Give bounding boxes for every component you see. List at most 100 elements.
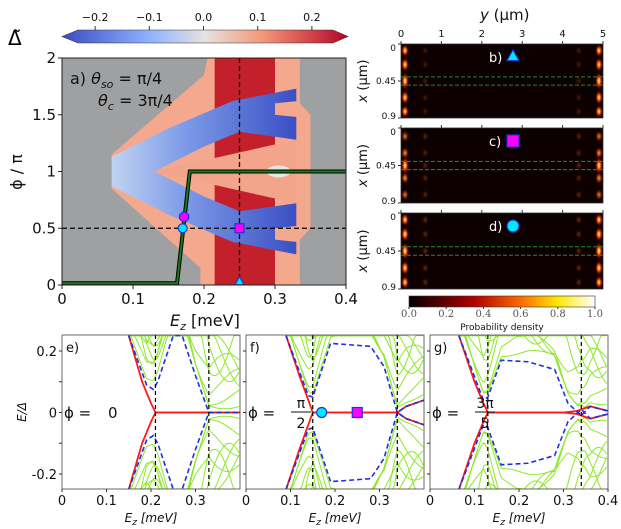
spectrum-panel-g: g) ϕ = 3π 5 0 0.1 0.2 0.3 0.4 Ez [meV]	[426, 334, 619, 528]
spectrum-panel-label: g)	[434, 341, 447, 356]
density-secondary-peak	[421, 148, 430, 158]
delta-colorbar-tick-label: 0.0	[195, 11, 213, 24]
panel-a-annotation-line1: a) θso = π/4	[70, 69, 162, 91]
density-peak	[594, 104, 603, 118]
y-tick-label: -0.2	[32, 468, 57, 483]
bulk-band-line	[458, 441, 608, 489]
density-secondary-peak	[421, 277, 430, 288]
probability-colorbar-bar	[408, 295, 596, 308]
bulk-band-line	[128, 335, 240, 410]
marker-circle	[506, 219, 520, 233]
probability-colorbar-tick-label: 0.0	[401, 309, 417, 320]
delta-colorbar-tick-label: −0.1	[136, 11, 163, 24]
x-tick-label: 0.1	[121, 290, 145, 308]
x-tick-label: 0.1	[280, 494, 301, 509]
spectrum-panel-xlabel: Ez [meV]	[125, 511, 178, 528]
bulk-band-line	[128, 442, 240, 489]
y-tick-label: 0.9	[382, 197, 397, 207]
density-peak	[594, 213, 603, 227]
bulk-band-line	[458, 335, 607, 376]
density-peak	[401, 242, 410, 260]
marker-square	[234, 223, 245, 234]
density-secondary-peak	[421, 131, 430, 142]
wavefunction-panel-ylabel: x (μm)	[356, 60, 371, 104]
density-peak	[594, 226, 603, 242]
lowest-state-red-line	[127, 411, 240, 489]
panel-a-ylabel: ϕ / π	[7, 154, 26, 190]
density-secondary-peak	[421, 45, 430, 56]
heatmap-negative-region-lower	[111, 171, 297, 255]
delta-colorbar: Δ̃ −0.2 −0.1 0.0 0.1 0.2	[8, 11, 349, 50]
y-tick-label: 1.5	[32, 106, 56, 124]
bulk-band-line	[286, 449, 424, 489]
x-tick-label: 0.2	[509, 494, 530, 509]
top-x-tick-label: 1	[438, 29, 444, 40]
y-tick-label: 0	[390, 128, 396, 138]
y-tick-label: 0	[49, 407, 57, 422]
density-secondary-peak	[574, 229, 583, 240]
spectrum-panel-xlabel: Ez [meV]	[309, 511, 362, 528]
probability-colorbar-tick-label: 0.6	[513, 309, 529, 320]
lowest-state-red-line	[285, 335, 424, 414]
wavefunction-top-label: y (μm)	[479, 6, 530, 24]
bulk-band-line	[458, 452, 608, 489]
delta-colorbar-tick-label: −0.2	[82, 11, 109, 24]
density-secondary-peak	[421, 189, 430, 200]
panel-a: 0 0.1 0.2 0.3 0.4 0 0.5 1 1.5 2 a) θso = π/4 θc =…	[7, 49, 358, 333]
phase-label: ϕ = 0	[64, 404, 118, 422]
density-peak	[401, 275, 410, 289]
bulk-band-line	[128, 415, 240, 489]
phase-label-lhs: ϕ =	[432, 404, 459, 422]
x-tick-label: 0.1	[96, 494, 117, 509]
spectrum-panel-label: e)	[66, 341, 79, 356]
spectrum-ylabel: E/Δ	[15, 402, 29, 422]
density-peak	[401, 171, 410, 185]
x-tick-label: 0.3	[553, 494, 574, 509]
wavefunction-panel-label: d)	[489, 220, 502, 235]
gap-edge-blue-dashed-line	[128, 411, 240, 489]
density-peak	[594, 188, 603, 201]
density-secondary-peak	[574, 160, 583, 171]
density-secondary-peak	[574, 214, 583, 225]
x-tick-label: 0.2	[192, 290, 216, 308]
x-tick-label: 0.4	[598, 494, 619, 509]
density-secondary-peak	[421, 106, 430, 117]
spectrum-panel-e: e)ϕ = 00 0.1 0.2 0.3Ez [meV]-0.200.2E/Δ	[15, 334, 241, 528]
wavefunction-panel-ylabel: x (μm)	[356, 230, 371, 274]
delta-colorbar-bar	[61, 29, 349, 44]
density-secondary-peak	[574, 277, 583, 288]
density-peak	[401, 90, 410, 105]
density-secondary-peak	[421, 262, 430, 273]
x-tick-label: 0	[426, 494, 434, 509]
density-background	[401, 128, 603, 203]
density-secondary-peak	[421, 76, 430, 86]
density-peak	[594, 72, 603, 90]
marker-circle	[316, 406, 328, 419]
density-secondary-peak	[574, 76, 583, 86]
gap-edge-blue-dashed-line	[285, 399, 424, 489]
y-tick-label: 0.9	[382, 112, 397, 122]
bulk-band-line	[286, 463, 424, 489]
x-tick-label: 0.4	[334, 290, 358, 308]
panel-a-annotation-line2: θc = 3π/4	[98, 91, 173, 113]
spectrum-panel-f: f) ϕ = π 2 0 0.1 0.2 0.3 Ez [meV]	[242, 334, 425, 528]
bulk-band-line	[128, 335, 240, 377]
density-secondary-peak	[574, 59, 583, 70]
panel-a-xlabel: Ez [meV]	[170, 311, 240, 333]
phase-label-numerator: π	[297, 396, 306, 412]
density-peak	[594, 90, 603, 105]
marker-triangle	[505, 48, 521, 62]
density-peak	[594, 242, 603, 260]
density-peak	[401, 72, 410, 90]
bulk-band-line	[128, 454, 240, 489]
gap-edge-blue-dashed-line	[285, 335, 424, 426]
phase-label: ϕ = π 2	[248, 396, 311, 432]
wavefunction-panel-ylabel: x (μm)	[356, 144, 371, 188]
density-peak	[401, 213, 410, 227]
delta-colorbar-tick-label: 0.2	[303, 11, 321, 24]
density-secondary-peak	[421, 173, 430, 183]
bulk-band-line	[458, 335, 607, 406]
density-peak	[401, 44, 410, 58]
gap-edge-blue-dashed-line	[127, 335, 240, 414]
